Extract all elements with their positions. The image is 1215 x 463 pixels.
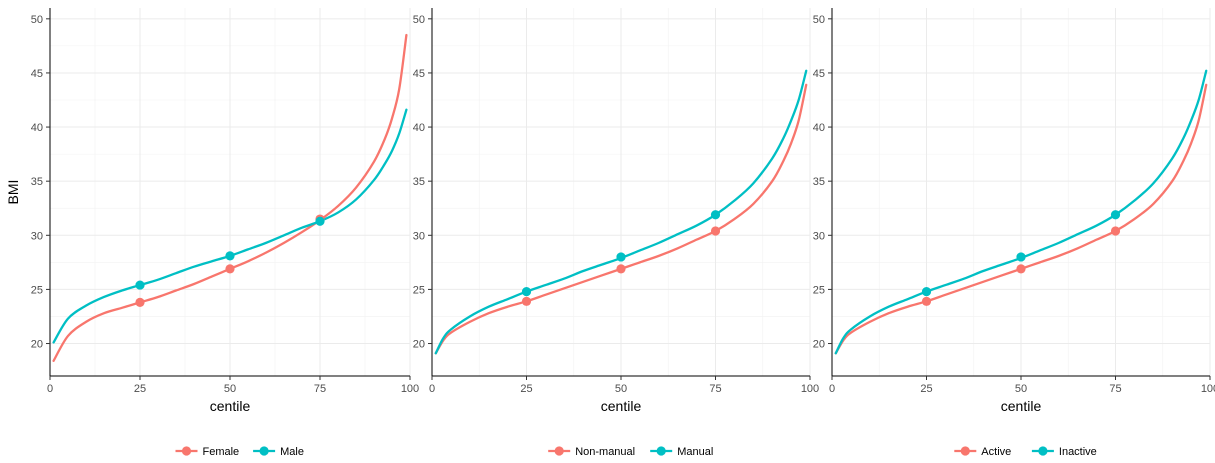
x-axis-title: centile [601,398,642,414]
y-tick-label: 45 [31,68,43,80]
series-line-female [52,33,408,362]
legend-label-non-manual: Non-manual [575,446,635,458]
data-point-non-manual [521,296,532,306]
y-tick-label: 30 [813,230,825,242]
y-tick-label: 50 [413,14,425,26]
x-tick-label: 100 [801,383,819,395]
y-tick-label: 20 [813,339,825,351]
y-axis-title: BMI [5,180,21,205]
y-tick-label: 30 [31,230,43,242]
x-tick-label: 75 [1109,383,1121,395]
x-tick-label: 25 [920,383,932,395]
data-point-non-manual [710,226,721,236]
y-tick-label: 45 [813,68,825,80]
y-tick-label: 40 [813,122,825,134]
x-tick-label: 75 [314,383,326,395]
x-tick-label: 50 [224,383,236,395]
x-tick-label: 100 [401,383,419,395]
data-point-active [1016,264,1026,274]
data-point-inactive [1110,210,1121,220]
y-tick-label: 50 [813,14,825,26]
legend-key-point [181,446,192,456]
y-tick-label: 30 [413,230,425,242]
x-tick-label: 0 [829,383,835,395]
series-line-male [52,108,408,344]
x-tick-label: 100 [1201,383,1215,395]
y-tick-label: 35 [31,176,43,188]
data-point-female [135,297,145,307]
legend-label-active: Active [981,446,1011,458]
legend-key-point [656,446,666,456]
legend-key-point [554,446,564,456]
legend-label-male: Male [280,446,304,458]
series-line-manual [434,69,808,355]
y-tick-label: 50 [31,14,43,26]
gridlines [831,8,1211,376]
y-tick-label: 45 [413,68,425,80]
data-point-inactive [1016,252,1026,262]
data-point-female [225,264,235,274]
data-point-active [921,296,932,306]
legend-key-point [960,446,970,456]
data-point-manual [616,252,626,262]
series-line-non-manual [434,83,808,355]
data-point-inactive [921,286,932,297]
data-point-non-manual [616,264,626,274]
x-tick-label: 50 [1015,383,1027,395]
chart-panel-1: 20 25 30 35 40 45 50 0 25 50 75 100 centile BMI Female… [5,8,419,458]
y-tick-label: 25 [31,284,43,296]
data-point-male [225,251,235,261]
x-tick-label: 25 [520,383,532,395]
legend-label-manual: Manual [677,446,713,458]
legend: Non-manual Manual [548,446,713,458]
data-point-male [135,280,145,290]
x-tick-label: 0 [47,383,53,395]
data-point-active [1110,226,1121,236]
data-point-male [315,216,325,226]
x-tick-label: 50 [615,383,627,395]
x-axis-title: centile [1001,398,1042,414]
gridlines [431,8,811,376]
y-tick-label: 20 [413,339,425,351]
gridlines [49,8,411,376]
x-tick-label: 75 [709,383,721,395]
y-tick-label: 25 [413,284,425,296]
series-line-active [834,83,1208,355]
x-tick-label: 0 [429,383,435,395]
x-axis-title: centile [210,398,251,414]
data-point-manual [710,210,721,220]
chart-panel-3: 20 25 30 35 40 45 50 0 25 50 75 100 centile Active Ina… [813,8,1215,458]
legend-label-female: Female [203,446,240,458]
y-tick-label: 40 [413,122,425,134]
y-tick-label: 25 [813,284,825,296]
y-tick-label: 20 [31,339,43,351]
legend-key-point [1038,446,1048,456]
legend-label-inactive: Inactive [1059,446,1097,458]
legend-key-point [259,446,269,456]
chart-panel-2: 20 25 30 35 40 45 50 0 25 50 75 100 centile Non-manua… [413,8,819,458]
legend: Female Male [175,446,304,458]
y-tick-label: 40 [31,122,43,134]
data-point-manual [521,286,532,297]
series-line-inactive [834,69,1208,355]
x-tick-label: 25 [134,383,146,395]
y-tick-label: 35 [413,176,425,188]
legend: Active Inactive [954,446,1097,458]
y-tick-label: 35 [813,176,825,188]
